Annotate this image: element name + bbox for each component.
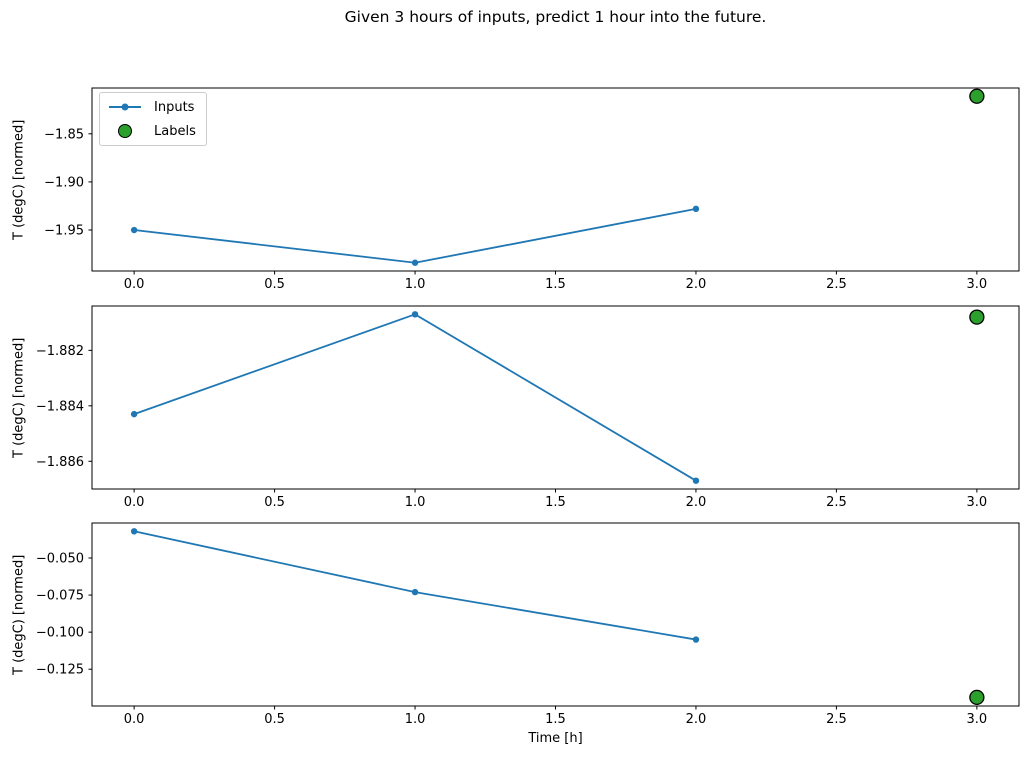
inputs-point: [692, 636, 700, 643]
axes-border: [91, 522, 1020, 707]
inputs-point: [130, 226, 138, 234]
inputs-point: [130, 528, 138, 535]
y-tick-label: −0.100: [36, 626, 84, 641]
x-tick-label: 2.0: [686, 712, 707, 727]
x-tick-label: 1.0: [405, 712, 426, 727]
x-tick-label: 0.0: [124, 712, 145, 727]
labels-circle-icon: [109, 124, 141, 138]
y-tick-label: −1.882: [36, 344, 84, 359]
x-tick-label: 1.0: [405, 495, 426, 510]
legend: Inputs Labels: [99, 92, 207, 146]
x-tick-label: 2.5: [826, 712, 847, 727]
y-tick-label: −1.95: [44, 224, 84, 239]
x-tick-label: 2.0: [686, 277, 707, 292]
x-axis-label: Time [h]: [528, 731, 583, 746]
labels-point: [969, 309, 985, 325]
x-tick-label: 1.5: [545, 277, 566, 292]
subplot-3: −0.050 −0.075 −0.100 −0.125 0.0 0.5 1.0 1.5 2.0 2…: [36, 522, 1020, 727]
x-tick-label: 1.0: [405, 277, 426, 292]
x-tick-label: 0.0: [124, 495, 145, 510]
x-tick-label: 3.0: [967, 277, 988, 292]
inputs-point: [411, 259, 419, 266]
y-tick-label: −1.90: [44, 175, 84, 190]
legend-item-label: Inputs: [154, 99, 195, 115]
x-tick-label: 3.0: [967, 712, 988, 727]
y-tick-label: −0.050: [36, 551, 84, 566]
inputs-line-marker-icon: [109, 103, 141, 111]
inputs-line: [133, 313, 697, 482]
labels-point: [969, 689, 985, 706]
x-tick-label: 0.5: [264, 277, 285, 292]
x-tick-label: 1.5: [545, 495, 566, 510]
x-tick-label: 0.0: [124, 277, 145, 292]
x-tick-label: 1.5: [545, 712, 566, 727]
y-tick-label: −1.886: [36, 455, 84, 470]
x-tick-label: 3.0: [967, 495, 988, 510]
x-tick-label: 0.5: [264, 495, 285, 510]
legend-item-label: Labels: [154, 123, 196, 139]
y-tick-label: −0.075: [36, 589, 84, 604]
subplot-2: −1.882 −1.884 −1.886 0.0 0.5 1.0 1.5 2.0 2.5 3.0: [36, 305, 1020, 510]
inputs-line: [133, 530, 697, 641]
x-tick-label: 2.5: [826, 277, 847, 292]
labels-point: [969, 88, 985, 104]
x-tick-label: 2.0: [686, 495, 707, 510]
inputs-line: [134, 207, 697, 264]
x-tick-label: 2.5: [826, 495, 847, 510]
inputs-dot-icon: [121, 103, 129, 111]
legend-item-labels: Labels: [109, 122, 196, 140]
y-tick-label: −1.884: [36, 399, 84, 414]
x-tick-label: 0.5: [264, 712, 285, 727]
inputs-point: [692, 205, 700, 213]
figure-title: Given 3 hours of inputs, predict 1 hour …: [344, 8, 767, 26]
y-tick-label: −0.125: [36, 663, 84, 678]
axes-border: [91, 87, 1020, 272]
inputs-point: [692, 477, 700, 484]
inputs-point: [411, 588, 419, 596]
y-tick-label: −1.85: [44, 127, 84, 142]
legend-item-inputs: Inputs: [109, 98, 196, 116]
subplot-1: −1.85 −1.90 −1.95 0.0 0.5 1.0 1.5 2.0 2.5 3.0: [44, 87, 1020, 292]
inputs-point: [130, 410, 138, 418]
inputs-point: [411, 311, 419, 318]
